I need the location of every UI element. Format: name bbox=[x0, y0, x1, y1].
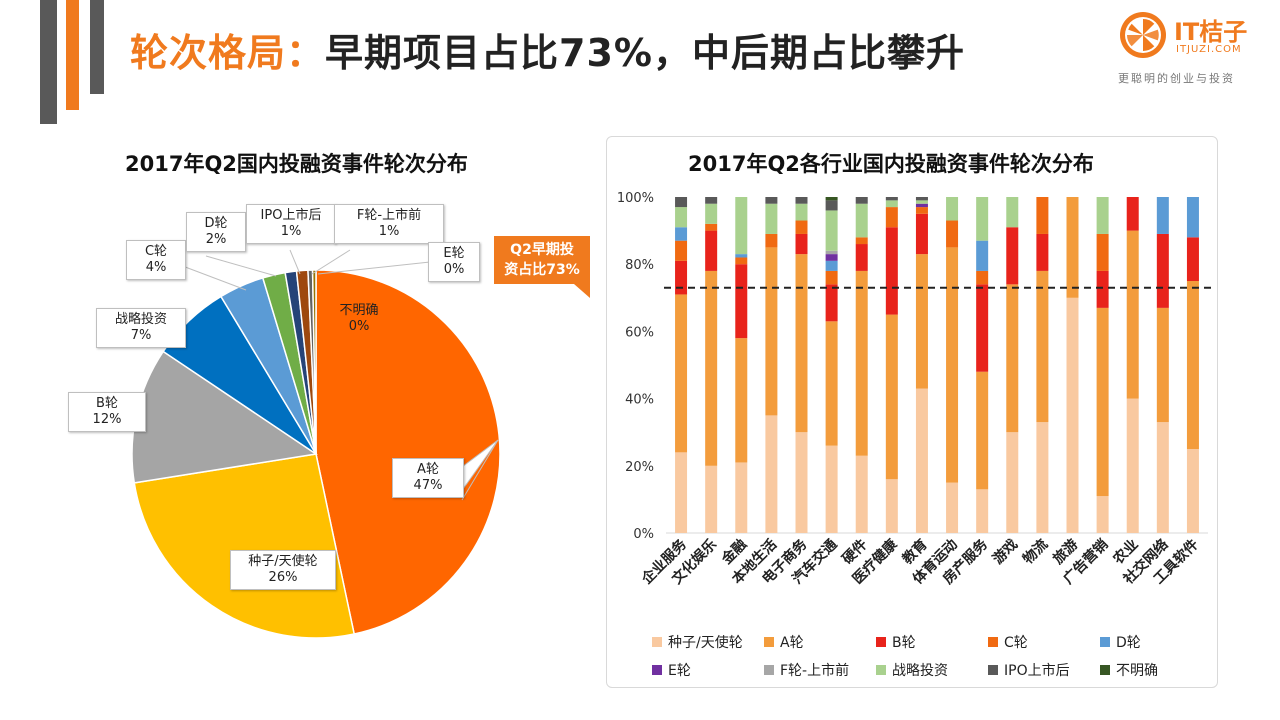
legend-label-unknown: 不明确 bbox=[1116, 663, 1158, 679]
legend-label-seed: 种子/天使轮 bbox=[668, 635, 743, 651]
legend-item-strategic: 战略投资 bbox=[876, 660, 948, 680]
legend-swatch-a bbox=[764, 637, 774, 647]
legend-item-e: E轮 bbox=[652, 660, 691, 680]
pie-label-unknown-name: 不明确 bbox=[339, 303, 379, 318]
logo-name: IT桔子 bbox=[1174, 18, 1248, 46]
legend-item-a: A轮 bbox=[764, 632, 804, 652]
pie-label-strategic: 战略投资 7% bbox=[96, 308, 186, 348]
header-accent-bar-dark bbox=[40, 0, 57, 124]
legend-item-d: D轮 bbox=[1100, 632, 1141, 652]
pie-label-strategic-name: 战略投资 bbox=[114, 312, 167, 327]
pie-label-c: C轮 4% bbox=[126, 240, 186, 280]
pie-label-f-name: F轮-上市前 bbox=[356, 208, 422, 223]
pie-label-b: B轮 12% bbox=[68, 392, 146, 432]
legend-swatch-c bbox=[988, 637, 998, 647]
legend-label-a: A轮 bbox=[780, 635, 804, 651]
pie-label-a-name: A轮 bbox=[417, 462, 439, 477]
pie-label-ipo-value: 1% bbox=[280, 224, 302, 239]
pie-chart-title: 2017年Q2国内投融资事件轮次分布 bbox=[125, 152, 468, 176]
pie-label-f-value: 1% bbox=[378, 224, 400, 239]
header-accent-bar-orange bbox=[66, 0, 79, 110]
pie-label-b-value: 12% bbox=[92, 412, 122, 427]
pie-label-seed-name: 种子/天使轮 bbox=[248, 554, 318, 569]
legend-label-c: C轮 bbox=[1004, 635, 1028, 651]
pie-label-d: D轮 2% bbox=[186, 212, 246, 252]
pie-chart bbox=[131, 269, 501, 639]
legend-item-ipo: IPO上市后 bbox=[988, 660, 1070, 680]
pie-label-c-value: 4% bbox=[145, 260, 167, 275]
pie-label-f: F轮-上市前 1% bbox=[334, 204, 444, 244]
logo-slogan: 更聪明的创业与投资 bbox=[1118, 72, 1235, 85]
legend-item-seed: 种子/天使轮 bbox=[652, 632, 743, 652]
legend-swatch-b bbox=[876, 637, 886, 647]
pie-label-a: A轮 47% bbox=[392, 458, 464, 498]
pie-label-seed: 种子/天使轮 26% bbox=[230, 550, 336, 590]
pie-label-d-name: D轮 bbox=[204, 216, 228, 231]
callout-line-2: 资占比73% bbox=[504, 262, 580, 278]
page-title-highlight: 轮次格局： bbox=[130, 31, 326, 75]
pie-slice-seed bbox=[133, 453, 356, 639]
legend-item-unknown: 不明确 bbox=[1100, 660, 1158, 680]
pie-label-d-value: 2% bbox=[205, 232, 227, 247]
callout-box: Q2早期投 资占比73% bbox=[494, 236, 590, 284]
legend-swatch-ipo bbox=[988, 665, 998, 675]
pie-label-strategic-value: 7% bbox=[130, 328, 152, 343]
page-title-rest: 早期项目占比73%，中后期占比攀升 bbox=[325, 31, 965, 75]
legend-swatch-unknown bbox=[1100, 665, 1110, 675]
pie-label-c-name: C轮 bbox=[144, 244, 168, 259]
legend-item-b: B轮 bbox=[876, 632, 916, 652]
legend-label-ipo: IPO上市后 bbox=[1004, 663, 1070, 679]
legend-label-b: B轮 bbox=[892, 635, 916, 651]
pie-label-b-name: B轮 bbox=[96, 396, 118, 411]
pie-label-ipo-name: IPO上市后 bbox=[260, 208, 322, 223]
pie-label-seed-value: 26% bbox=[268, 570, 298, 585]
page-title: 轮次格局：早期项目占比73%，中后期占比攀升 bbox=[130, 22, 965, 77]
bar-chart-title: 2017年Q2各行业国内投融资事件轮次分布 bbox=[688, 152, 1094, 176]
legend-item-c: C轮 bbox=[988, 632, 1028, 652]
legend-item-f: F轮-上市前 bbox=[764, 660, 849, 680]
legend-label-d: D轮 bbox=[1116, 635, 1141, 651]
pie-label-unknown: 不明确 0% bbox=[324, 300, 394, 338]
legend-swatch-strategic bbox=[876, 665, 886, 675]
legend-label-strategic: 战略投资 bbox=[892, 663, 948, 679]
legend-swatch-f bbox=[764, 665, 774, 675]
pie-label-e-name: E轮 bbox=[443, 246, 465, 261]
bar-chart-panel bbox=[606, 136, 1218, 688]
legend-label-e: E轮 bbox=[668, 663, 691, 679]
legend-label-f: F轮-上市前 bbox=[780, 663, 850, 679]
pie-label-e: E轮 0% bbox=[428, 242, 480, 282]
pie-label-e-value: 0% bbox=[443, 262, 465, 277]
orange-slice-icon bbox=[1120, 12, 1166, 58]
early-stage-callout: Q2早期投 资占比73% bbox=[494, 236, 598, 298]
pie-slice-a bbox=[315, 269, 501, 635]
pie-label-unknown-value: 0% bbox=[348, 319, 370, 334]
legend-swatch-e bbox=[652, 665, 662, 675]
itjuzi-logo: IT桔子 ITJUZI.COM 更聪明的创业与投资 bbox=[1118, 10, 1268, 90]
callout-line-1: Q2早期投 bbox=[510, 242, 574, 258]
legend-swatch-seed bbox=[652, 637, 662, 647]
header-accent-bar-gray bbox=[90, 0, 104, 94]
logo-domain: ITJUZI.COM bbox=[1176, 44, 1242, 55]
callout-pointer bbox=[574, 284, 590, 298]
pie-label-a-value: 47% bbox=[413, 478, 443, 493]
legend-swatch-d bbox=[1100, 637, 1110, 647]
pie-label-ipo: IPO上市后 1% bbox=[246, 204, 336, 244]
